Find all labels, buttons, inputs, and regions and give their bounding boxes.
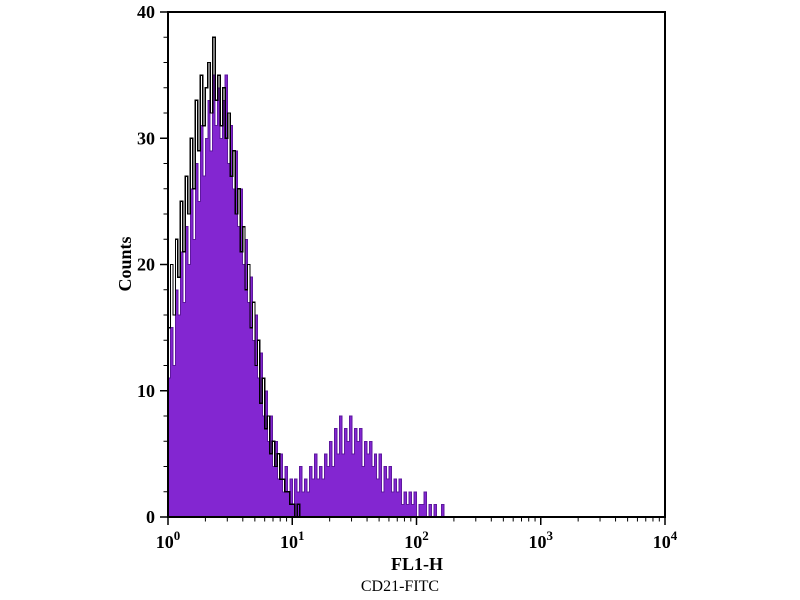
x-tick-label: 102 bbox=[404, 528, 429, 552]
histogram-series-group bbox=[167, 36, 487, 518]
x-axis-label: FL1-H bbox=[391, 554, 443, 574]
y-tick-label: 30 bbox=[137, 128, 155, 148]
x-tick-label: 101 bbox=[280, 528, 305, 552]
filled-histogram bbox=[167, 74, 487, 518]
x-tick-label: 100 bbox=[156, 528, 181, 552]
figure-caption: CD21-FITC bbox=[361, 578, 439, 595]
axis-tick-labels: 100 101 102 103 104 0 10 20 30 40 bbox=[137, 2, 678, 552]
x-tick-label: 103 bbox=[529, 528, 554, 552]
y-tick-label: 10 bbox=[137, 381, 155, 401]
x-tick-label: 104 bbox=[653, 528, 678, 552]
y-axis-label: Counts bbox=[115, 236, 135, 291]
y-tick-label: 0 bbox=[146, 507, 155, 527]
y-tick-label: 20 bbox=[137, 255, 155, 275]
y-tick-label: 40 bbox=[137, 2, 155, 22]
axis-ticks bbox=[160, 11, 666, 525]
